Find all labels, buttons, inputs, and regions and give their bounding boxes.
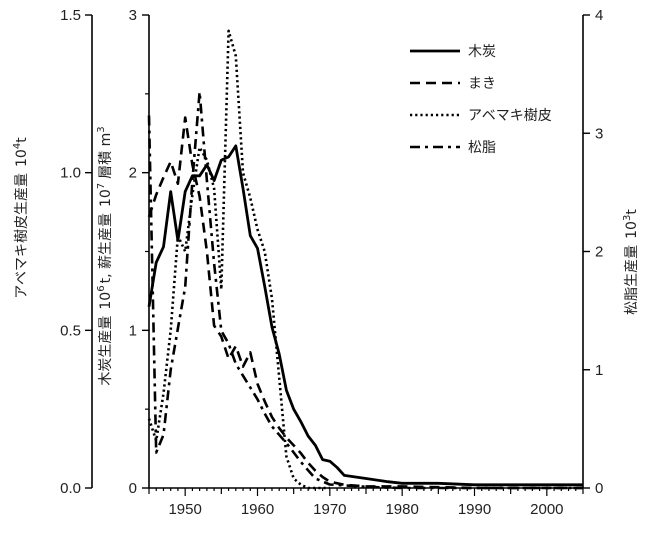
left-inner-tick-label: 0 bbox=[129, 480, 137, 497]
x-tick-label: 1950 bbox=[168, 501, 201, 518]
x-tick-label: 1960 bbox=[241, 501, 274, 518]
left-inner-axis-title: 木炭生産量106t, 薪生産量107層積 m3 bbox=[96, 126, 114, 385]
legend-label-4: 松脂 bbox=[468, 140, 496, 156]
x-tick-label: 1980 bbox=[385, 501, 418, 518]
left-outer-tick-label: 0.0 bbox=[60, 480, 81, 497]
right-tick-label: 1 bbox=[595, 362, 603, 379]
axes: 0.0 0.5 1.0 1.5 0 1 2 3 0 1 2 3 4 1950 1960 1970 1980 199… bbox=[60, 7, 603, 518]
right-axis-title: 松脂生産量103t bbox=[622, 209, 640, 315]
right-tick-label: 4 bbox=[595, 7, 603, 24]
left-inner-tick-label: 2 bbox=[129, 165, 137, 182]
x-tick-label: 2000 bbox=[530, 501, 563, 518]
right-tick-label: 3 bbox=[595, 125, 603, 142]
legend-label-2: まき bbox=[468, 76, 496, 92]
legend-label-1: 木炭 bbox=[468, 44, 496, 60]
right-tick-label: 0 bbox=[595, 480, 603, 497]
left-outer-axis-title: アベマキ樹皮生産量104t bbox=[12, 137, 30, 299]
left-outer-tick-label: 0.5 bbox=[60, 322, 81, 339]
series-line-2 bbox=[147, 116, 583, 490]
series-lines bbox=[147, 29, 583, 490]
left-outer-tick-label: 1.0 bbox=[60, 165, 81, 182]
x-tick-label: 1990 bbox=[458, 501, 491, 518]
series-line-1 bbox=[147, 144, 583, 487]
legend-label-3: アベマキ樹皮 bbox=[468, 108, 552, 124]
series-line-3 bbox=[147, 29, 330, 490]
series-line-4 bbox=[147, 90, 583, 490]
left-outer-tick-label: 1.5 bbox=[60, 7, 81, 24]
left-inner-tick-label: 3 bbox=[129, 7, 137, 24]
left-inner-tick-label: 1 bbox=[129, 322, 137, 339]
right-tick-label: 2 bbox=[595, 244, 603, 261]
x-tick-label: 1970 bbox=[313, 501, 346, 518]
